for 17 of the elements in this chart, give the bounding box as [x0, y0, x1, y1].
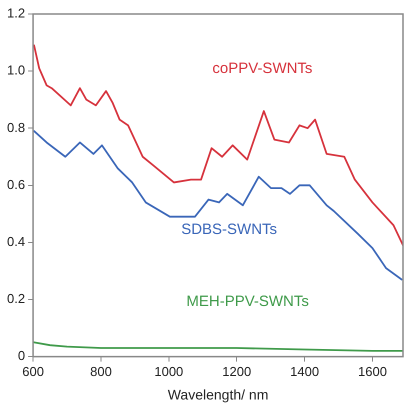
x-axis-title: Wavelength/ nm	[168, 386, 268, 402]
series-label: SDBS-SWNTs	[181, 220, 278, 238]
text: coPPV-SWNTs	[212, 60, 312, 77]
y-tick-label: 0.6	[6, 176, 26, 192]
y-tick-label: 0.4	[6, 234, 26, 249]
x-tick-label: 1400	[290, 364, 320, 379]
y-tick-label: 0.8	[6, 120, 26, 135]
y-tick-label: 0	[18, 348, 26, 364]
text: MEH-PPV-SWNTs	[186, 292, 309, 310]
y-tick-label: 0.2	[6, 291, 26, 306]
x-tick-label: 1000	[154, 364, 184, 379]
x-tick-label: 600	[22, 364, 44, 379]
x-tick-label: 1600	[358, 364, 387, 379]
y-tick-label: 1.2	[6, 6, 26, 21]
y-tick-label: 1.0	[6, 62, 26, 78]
x-tick-label: 1200	[222, 364, 252, 379]
x-tick-label: 800	[90, 364, 112, 379]
